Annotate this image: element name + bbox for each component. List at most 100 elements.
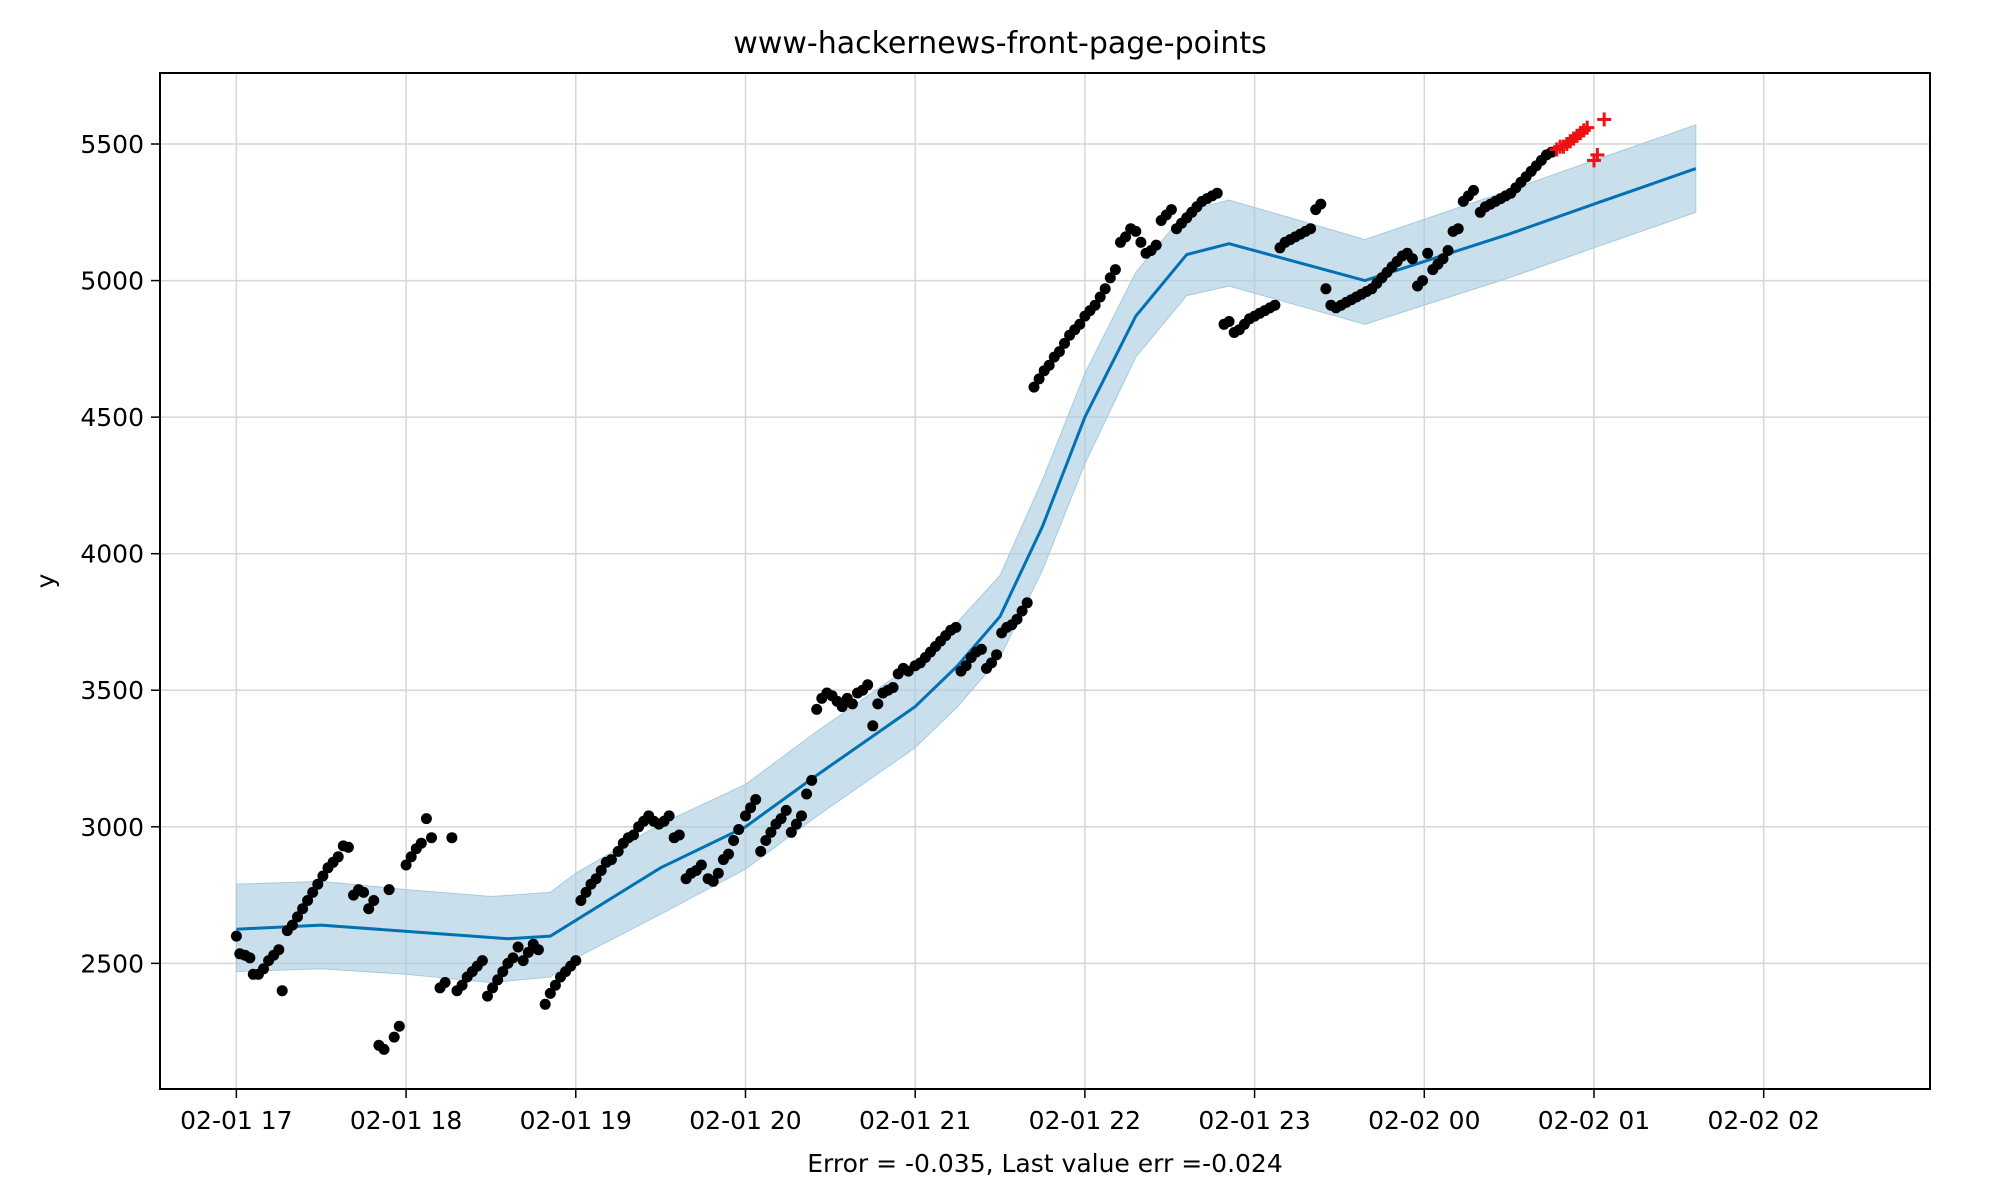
y-axis-ticks: 2500 3000 3500 4000 4500 5000 5500 bbox=[80, 130, 160, 978]
observed-point bbox=[575, 895, 587, 906]
x-tick-label: 02-01 22 bbox=[1029, 1106, 1141, 1135]
observed-point bbox=[1104, 272, 1116, 284]
observed-point bbox=[307, 886, 319, 898]
observed-point bbox=[1130, 225, 1142, 237]
observed-point bbox=[628, 829, 639, 841]
observed-point bbox=[1011, 613, 1023, 625]
observed-point bbox=[862, 679, 874, 691]
observed-point bbox=[785, 826, 797, 838]
observed-point bbox=[1305, 223, 1317, 235]
forecast-series-line bbox=[236, 167, 1697, 941]
observed-point bbox=[1099, 283, 1111, 295]
observed-point bbox=[760, 835, 772, 846]
observed-point bbox=[512, 941, 524, 953]
observed-point bbox=[439, 977, 451, 988]
observed-point bbox=[1016, 605, 1028, 617]
observed-point bbox=[1021, 597, 1033, 609]
forecast-line bbox=[236, 167, 1697, 941]
observed-point bbox=[517, 955, 529, 967]
observed-point bbox=[258, 963, 269, 975]
observed-point bbox=[590, 873, 602, 885]
observed-point bbox=[497, 966, 509, 978]
observed-point bbox=[532, 944, 544, 956]
observed-point bbox=[388, 1031, 400, 1043]
observed-point bbox=[595, 865, 607, 876]
observed-point bbox=[750, 794, 762, 805]
observed-point bbox=[733, 824, 745, 835]
observed-point bbox=[755, 845, 767, 857]
observed-point bbox=[342, 841, 354, 853]
observed-point bbox=[836, 701, 848, 713]
observed-point bbox=[867, 720, 879, 732]
observed-point bbox=[1059, 337, 1070, 349]
observed-point bbox=[420, 813, 432, 825]
observed-point bbox=[1135, 236, 1147, 248]
observed-point bbox=[507, 952, 519, 964]
observed-point bbox=[456, 979, 468, 991]
observed-point bbox=[580, 886, 592, 898]
observed-point bbox=[673, 829, 685, 841]
observed-point bbox=[695, 859, 707, 871]
observed-point bbox=[1452, 223, 1464, 235]
test-point bbox=[1590, 147, 1605, 162]
observed-point bbox=[302, 895, 314, 906]
observed-point bbox=[811, 703, 823, 715]
y-tick-label: 3500 bbox=[80, 676, 144, 705]
observed-point bbox=[446, 832, 458, 844]
observed-point bbox=[1437, 253, 1449, 265]
observed-point bbox=[544, 987, 556, 999]
observed-point bbox=[1053, 346, 1065, 358]
test-point bbox=[1597, 112, 1612, 127]
observed-point bbox=[1442, 245, 1454, 256]
x-tick-label: 02-01 20 bbox=[689, 1106, 801, 1135]
observed-point bbox=[426, 832, 437, 844]
observed-point bbox=[292, 911, 303, 923]
observed-point bbox=[363, 903, 375, 915]
x-axis-ticks: 02-01 17 02-01 18 02-01 19 02-01 20 02-01 21… bbox=[180, 1089, 1820, 1135]
observed-point bbox=[358, 886, 370, 898]
observed-point bbox=[1150, 239, 1162, 251]
observed-point bbox=[1223, 316, 1235, 327]
x-tick-label: 02-01 21 bbox=[859, 1106, 971, 1135]
observed-point bbox=[522, 946, 534, 958]
observed-point bbox=[1089, 299, 1101, 311]
observed-point bbox=[612, 845, 624, 857]
observed-point bbox=[605, 854, 617, 866]
observed-point bbox=[273, 944, 285, 956]
observed-point bbox=[378, 1043, 390, 1055]
observed-point bbox=[1422, 247, 1434, 259]
y-axis-label: y bbox=[31, 573, 60, 588]
observed-point bbox=[482, 990, 493, 1002]
observed-point bbox=[1028, 381, 1040, 393]
observed-point bbox=[1269, 299, 1281, 311]
observed-point bbox=[415, 837, 427, 849]
observed-point bbox=[549, 979, 561, 991]
x-axis-label: Error = -0.035, Last value err =-0.024 bbox=[807, 1149, 1283, 1178]
y-tick-label: 5500 bbox=[80, 130, 144, 159]
observed-point bbox=[1320, 283, 1332, 295]
x-tick-label: 02-02 00 bbox=[1368, 1106, 1480, 1135]
observed-point bbox=[986, 657, 997, 669]
observed-point bbox=[230, 930, 242, 942]
observed-point bbox=[801, 788, 813, 800]
observed-points bbox=[230, 146, 1558, 1055]
observed-point bbox=[1315, 198, 1327, 210]
observed-point bbox=[1109, 264, 1121, 276]
observed-point bbox=[312, 878, 324, 890]
observed-point bbox=[872, 698, 884, 710]
observed-point bbox=[765, 826, 777, 838]
observed-point bbox=[492, 974, 504, 986]
observed-point bbox=[975, 643, 987, 655]
observed-point bbox=[393, 1020, 405, 1032]
chart-title: www-hackernews-front-page-points bbox=[733, 26, 1266, 61]
observed-point bbox=[476, 955, 488, 967]
observed-point bbox=[740, 810, 751, 822]
observed-point bbox=[1043, 359, 1055, 371]
y-tick-label: 4000 bbox=[80, 540, 144, 569]
observed-point bbox=[723, 848, 734, 860]
observed-point bbox=[332, 851, 344, 863]
y-tick-label: 2500 bbox=[80, 949, 144, 978]
x-tick-label: 02-01 18 bbox=[350, 1106, 462, 1135]
observed-point bbox=[950, 621, 962, 633]
